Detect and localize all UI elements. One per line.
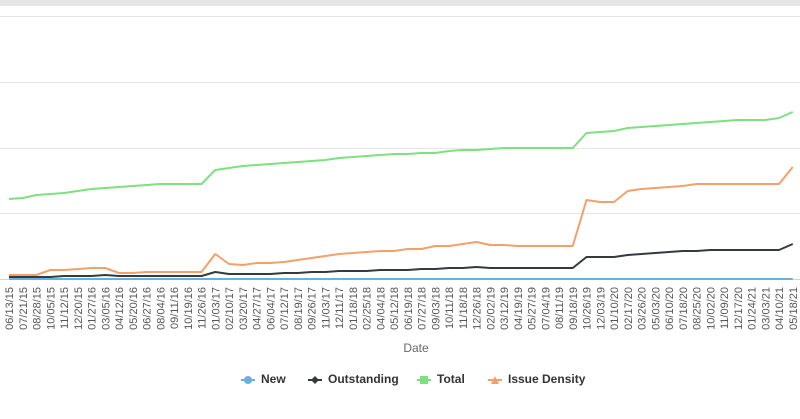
x-tick-label: 05/27/19: [527, 287, 539, 330]
x-axis-title: Date: [403, 341, 429, 355]
legend-label: Total: [437, 372, 465, 386]
x-tick-label: 01/03/17: [210, 287, 222, 330]
x-tick-label: 12/17/20: [733, 287, 745, 330]
x-tick-label: 04/19/19: [513, 287, 525, 330]
x-tick-label: 02/25/18: [362, 287, 374, 330]
x-tick-label: 08/28/15: [32, 287, 44, 330]
x-tick-label: 07/12/17: [279, 287, 291, 330]
x-tick-label: 12/20/15: [73, 287, 85, 330]
x-tick-label: 12/26/18: [472, 287, 484, 330]
x-tick-label: 10/19/16: [183, 287, 195, 330]
legend-marker: [491, 376, 499, 384]
legend-item[interactable]: Total: [417, 372, 465, 386]
x-tick-label: 07/18/20: [678, 287, 690, 330]
x-tick-label: 07/21/15: [18, 287, 30, 330]
legend-marker: [311, 376, 319, 384]
x-tick-label: 09/26/17: [307, 287, 319, 330]
x-tick-label: 05/12/18: [389, 287, 401, 330]
x-tick-label: 11/12/15: [59, 287, 71, 329]
x-tick-label: 01/18/18: [348, 287, 360, 330]
x-tick-label: 01/24/21: [747, 287, 759, 330]
x-tick-label: 06/10/20: [664, 287, 676, 330]
x-tick-label: 12/11/17: [334, 287, 346, 329]
legend-label: Outstanding: [328, 372, 399, 386]
legend-marker: [420, 376, 428, 384]
legend-marker: [244, 376, 252, 384]
x-tick-label: 05/03/20: [650, 287, 662, 330]
x-tick-label: 01/27/16: [87, 287, 99, 330]
series-line: [9, 166, 794, 276]
x-tick-label: 04/04/18: [375, 287, 387, 330]
x-tick-label: 04/27/17: [252, 287, 264, 330]
x-tick-label: 06/13/15: [4, 287, 16, 330]
x-tick-label: 03/26/20: [637, 287, 649, 330]
grid: [0, 16, 800, 280]
top-bar: [0, 0, 800, 6]
x-tick-label: 11/18/18: [458, 287, 470, 329]
x-tick-label: 05/18/21: [788, 287, 800, 330]
x-tick-label: 02/02/19: [485, 287, 497, 330]
x-tick-label: 10/02/20: [705, 287, 717, 330]
legend-label: New: [261, 372, 286, 386]
x-tick-label: 07/27/18: [417, 287, 429, 330]
x-tick-label: 04/12/16: [114, 287, 126, 330]
x-tick-label: 02/17/20: [623, 287, 635, 330]
x-tick-label: 11/26/16: [197, 287, 209, 329]
x-tick-label: 12/03/19: [595, 287, 607, 330]
x-tick-label: 01/10/20: [609, 287, 621, 330]
x-tick-label: 04/10/21: [774, 287, 786, 330]
x-tick-label: 08/25/20: [692, 287, 704, 330]
legend-item[interactable]: New: [241, 372, 286, 386]
x-tick-label: 09/03/18: [430, 287, 442, 330]
x-tick-label: 10/11/18: [444, 287, 456, 329]
x-tick-label: 09/11/16: [169, 287, 181, 329]
x-tick-label: 10/26/19: [582, 287, 594, 330]
legend-item[interactable]: Outstanding: [308, 372, 399, 386]
x-tick-label: 05/20/16: [128, 287, 140, 330]
x-tick-label: 03/05/16: [100, 287, 112, 330]
x-tick-label: 02/10/17: [224, 287, 236, 330]
x-tick-label: 06/04/17: [265, 287, 277, 330]
x-tick-label: 10/05/15: [45, 287, 57, 330]
x-tick-label: 11/09/20: [719, 287, 731, 329]
x-tick-label: 08/04/16: [155, 287, 167, 330]
x-tick-label: 07/04/19: [540, 287, 552, 330]
x-tick-label: 03/20/17: [238, 287, 250, 330]
legend-label: Issue Density: [508, 372, 586, 386]
x-tick-label: 03/03/21: [760, 287, 772, 330]
legend-item[interactable]: Issue Density: [488, 372, 586, 386]
x-tick-label: 08/11/19: [554, 287, 566, 329]
series-line: [8, 111, 794, 200]
x-tick-label: 11/03/17: [320, 287, 332, 329]
series-line: [9, 243, 794, 278]
x-tick-label: 03/12/19: [499, 287, 511, 330]
x-tick-label: 06/27/16: [142, 287, 154, 330]
x-tick-label: 09/18/19: [568, 287, 580, 330]
x-tick-label: 08/19/17: [293, 287, 305, 330]
x-tick-label: 06/19/18: [403, 287, 415, 330]
